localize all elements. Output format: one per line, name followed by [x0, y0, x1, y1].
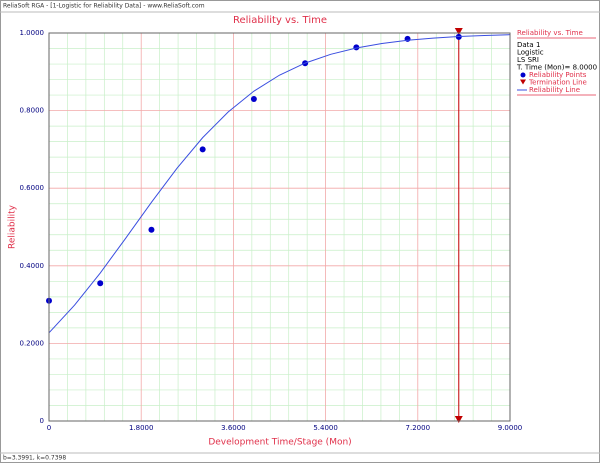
legend-title: Reliability vs. Time	[517, 29, 583, 37]
x-tick-label: 9.0000	[498, 424, 523, 432]
y-tick-label: 0	[40, 417, 44, 425]
plot-frame	[48, 32, 511, 422]
x-tick-label: 1.8000	[129, 424, 154, 432]
x-axis-label: Development Time/Stage (Mon)	[208, 438, 351, 448]
legend-info: Logistic	[517, 49, 544, 57]
chart-title: Reliability vs. Time	[233, 15, 327, 26]
data-point	[250, 95, 257, 102]
y-tick-label: 0.8000	[20, 107, 45, 115]
x-tick-label: 3.6000	[221, 424, 246, 432]
data-point	[199, 146, 206, 153]
plot	[46, 28, 511, 423]
y-tick-label: 0.2000	[20, 339, 45, 347]
status-text: b=3.3991, k=0.7398	[3, 455, 66, 462]
data-point	[97, 280, 104, 287]
legend-info: LS SRI	[517, 56, 539, 64]
data-point	[148, 226, 155, 233]
y-axis-label: Reliability	[8, 204, 18, 249]
legend-label: Reliability Points	[529, 71, 587, 79]
legend-swatch	[520, 72, 526, 78]
x-tick-label: 5.4000	[313, 424, 338, 432]
termination-marker	[454, 28, 463, 35]
legend-info: T. Time (Mon)= 8.0000	[516, 64, 597, 72]
y-tick-label: 0.4000	[20, 262, 45, 270]
window-title: ReliaSoft RGA - [1-Logistic for Reliabil…	[3, 3, 205, 10]
termination-marker	[454, 416, 463, 423]
reliability-line	[48, 34, 511, 334]
x-tick-label: 0	[47, 424, 51, 432]
legend-label: Reliability Line	[529, 86, 580, 94]
legend-label: Termination Line	[528, 79, 587, 87]
x-tick-label: 7.2000	[406, 424, 431, 432]
legend-info: Data 1	[517, 41, 540, 49]
legend-swatch	[520, 79, 526, 85]
y-tick-label: 0.6000	[20, 184, 45, 192]
y-tick-label: 1.0000	[20, 29, 45, 37]
